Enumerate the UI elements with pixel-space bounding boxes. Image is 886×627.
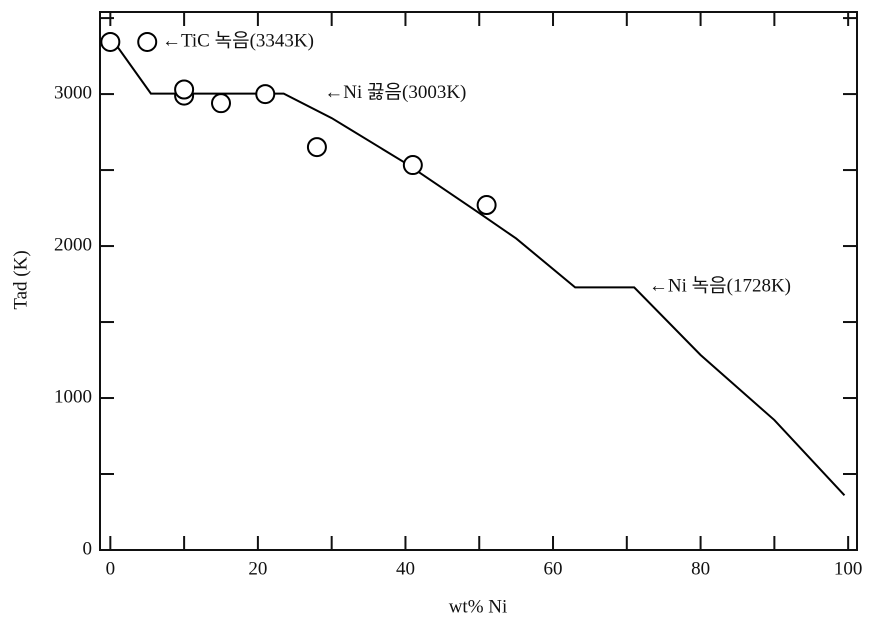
x-tick-label: 60 bbox=[544, 558, 563, 579]
point bbox=[211, 93, 232, 114]
point bbox=[306, 137, 327, 158]
y-tick-label: 1000 bbox=[54, 386, 92, 407]
point bbox=[100, 31, 121, 52]
point bbox=[174, 79, 195, 100]
annotation: ←Ni 끓음(3003K) bbox=[324, 82, 466, 103]
y-tick-label: 3000 bbox=[54, 82, 92, 103]
x-tick-label: 80 bbox=[691, 558, 710, 579]
point bbox=[137, 31, 158, 52]
x-axis-label: wt% Ni bbox=[449, 596, 508, 617]
annotation: ←Ni 녹음(1728K) bbox=[649, 275, 791, 297]
x-tick-label: 20 bbox=[248, 558, 267, 579]
x-tick-label: 40 bbox=[396, 558, 415, 579]
annotation: ←TiC 녹음(3343K) bbox=[162, 29, 314, 51]
y-tick-label: 2000 bbox=[54, 234, 92, 255]
y-axis-label: Tad (K) bbox=[10, 250, 31, 309]
point bbox=[476, 195, 497, 216]
x-tick-label: 100 bbox=[834, 558, 863, 579]
y-tick-label: 0 bbox=[83, 538, 93, 559]
point bbox=[255, 84, 276, 105]
point bbox=[402, 155, 423, 176]
x-tick-label: 0 bbox=[106, 558, 116, 579]
